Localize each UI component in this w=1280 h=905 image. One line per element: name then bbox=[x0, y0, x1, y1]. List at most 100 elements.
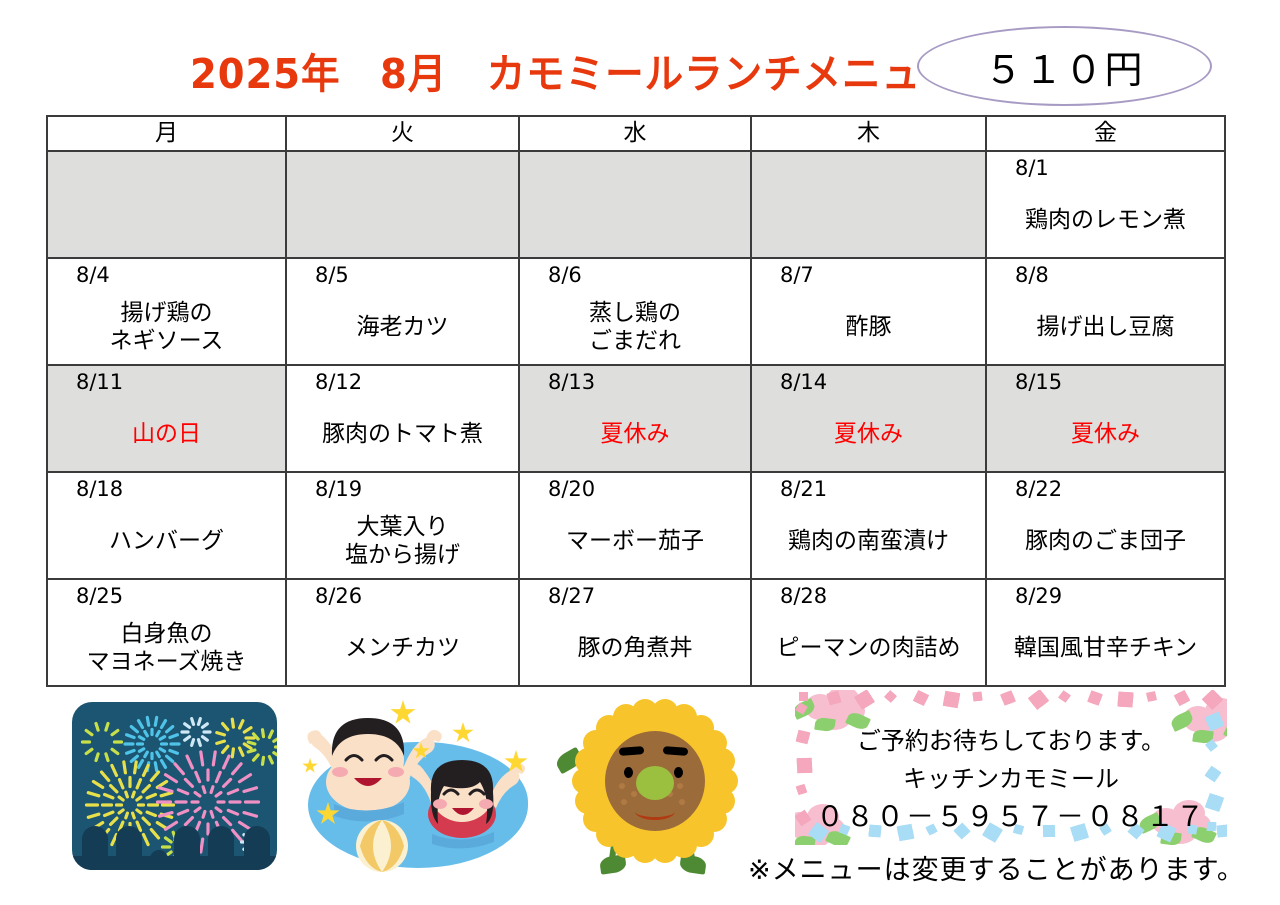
cell-date: 8/26 bbox=[315, 584, 363, 608]
cell-date: 8/20 bbox=[548, 477, 596, 501]
cell-holiday-label: 夏休み bbox=[1071, 421, 1140, 447]
menu-cell-tuesday-week5: 8/26 メンチカツ bbox=[285, 578, 520, 687]
cell-date: 8/19 bbox=[315, 477, 363, 501]
table-row: 8/11 山の日 8/12 豚肉のトマト煮 8/13 夏休み 8/14 夏休み 8/15 夏休み bbox=[46, 364, 1226, 473]
menu-cell-monday-week1 bbox=[46, 150, 287, 259]
cell-date: 8/21 bbox=[780, 477, 828, 501]
reservation-message: ご予約お待ちしております。 bbox=[856, 727, 1166, 755]
small-flower bbox=[972, 691, 983, 702]
menu-cell-wednesday-week1 bbox=[518, 150, 752, 259]
cell-dish-name bbox=[48, 185, 285, 255]
menu-cell-thursday-week2: 8/7 酢豚 bbox=[750, 257, 987, 366]
cell-date: 8/25 bbox=[76, 584, 124, 608]
cell-dish-name: 蒸し鶏の ごまだれ bbox=[589, 300, 681, 354]
menu-cell-wednesday-week5: 8/27 豚の角煮丼 bbox=[518, 578, 752, 687]
menu-cell-thursday-week3: 8/14 夏休み bbox=[750, 364, 987, 473]
cell-date: 8/15 bbox=[1015, 370, 1063, 394]
price-badge: ５１０円 bbox=[917, 26, 1212, 106]
cell-dish-name: 鶏肉のレモン煮 bbox=[1025, 207, 1186, 233]
cell-dish-name: 大葉入り 塩から揚げ bbox=[345, 514, 460, 568]
menu-cell-friday-week4: 8/22 豚肉のごま団子 bbox=[985, 471, 1226, 580]
small-flower bbox=[942, 690, 961, 709]
kids-svg bbox=[307, 718, 525, 872]
cell-date: 8/28 bbox=[780, 584, 828, 608]
small-flower bbox=[1027, 690, 1050, 711]
cell-date: 8/5 bbox=[315, 263, 349, 287]
small-flower bbox=[1087, 690, 1103, 706]
menu-cell-tuesday-week3: 8/12 豚肉のトマト煮 bbox=[285, 364, 520, 473]
column-header-tuesday: 火 bbox=[285, 115, 520, 152]
shop-name: キッチンカモミール bbox=[903, 765, 1119, 793]
cell-dish-name: ハンバーグ bbox=[109, 528, 224, 554]
cell-date: 8/11 bbox=[76, 370, 124, 394]
cell-date: 8/8 bbox=[1015, 263, 1049, 287]
cell-dish-name: 揚げ鶏の ネギソース bbox=[109, 300, 224, 354]
menu-cell-friday-week3: 8/15 夏休み bbox=[985, 364, 1226, 473]
column-header-wednesday: 水 bbox=[518, 115, 752, 152]
cell-dish-name: 海老カツ bbox=[356, 314, 449, 340]
menu-calendar-table: 月 火 水 木 金 8/1 鶏肉のレモン煮 8/4 揚げ鶏の ネギソース 8/5 海老カツ… bbox=[46, 115, 1226, 687]
cell-date: 8/22 bbox=[1015, 477, 1063, 501]
sunflower-character-illustration bbox=[548, 698, 758, 880]
cell-date: 8/7 bbox=[780, 263, 814, 287]
cell-dish-name: メンチカツ bbox=[345, 635, 460, 661]
menu-cell-thursday-week5: 8/28 ピーマンの肉詰め bbox=[750, 578, 987, 687]
contact-box: ご予約お待ちしております。 キッチンカモミール ０８０－５９５７－０８１７ bbox=[795, 690, 1227, 845]
menu-cell-tuesday-week2: 8/5 海老カツ bbox=[285, 257, 520, 366]
menu-cell-friday-week5: 8/29 韓国風甘辛チキン bbox=[985, 578, 1226, 687]
table-row: 8/1 鶏肉のレモン煮 bbox=[46, 150, 1226, 259]
cell-dish-name bbox=[752, 185, 985, 255]
cell-dish-name: 豚肉のトマト煮 bbox=[322, 421, 483, 447]
cell-date: 8/6 bbox=[548, 263, 582, 287]
cell-date: 8/12 bbox=[315, 370, 363, 394]
cell-date: 8/13 bbox=[548, 370, 596, 394]
cell-dish-name: 白身魚の マヨネーズ焼き bbox=[86, 621, 247, 675]
table-row: 8/25 白身魚の マヨネーズ焼き 8/26 メンチカツ 8/27 豚の角煮丼 8/28 ピー… bbox=[46, 578, 1226, 687]
table-row: 8/18 ハンバーグ 8/19 大葉入り 塩から揚げ 8/20 マーボー茄子 8/21 鶏肉の… bbox=[46, 471, 1226, 580]
cell-dish-name: マーボー茄子 bbox=[566, 528, 704, 554]
menu-cell-friday-week1: 8/1 鶏肉のレモン煮 bbox=[985, 150, 1226, 259]
small-flower bbox=[799, 692, 808, 701]
phone-number: ０８０－５９５７－０８１７ bbox=[815, 800, 1206, 833]
page-header: 2025年 8月 カモミールランチメニュー ５１０円 bbox=[0, 0, 1280, 108]
cell-date: 8/14 bbox=[780, 370, 828, 394]
small-flower bbox=[1058, 690, 1071, 703]
small-flower bbox=[1117, 691, 1134, 708]
cell-dish-name: 揚げ出し豆腐 bbox=[1036, 314, 1175, 340]
table-row: 8/4 揚げ鶏の ネギソース 8/5 海老カツ 8/6 蒸し鶏の ごまだれ 8/7 酢豚 8/8… bbox=[46, 257, 1226, 366]
cell-holiday-label: 夏休み bbox=[600, 421, 670, 447]
column-header-friday: 金 bbox=[985, 115, 1226, 152]
cell-date: 8/4 bbox=[76, 263, 110, 287]
small-flower bbox=[884, 690, 897, 703]
cell-dish-name: 豚肉のごま団子 bbox=[1025, 528, 1186, 554]
menu-change-note: ※メニューは変更することがあります。 bbox=[748, 855, 1245, 886]
column-header-monday: 月 bbox=[46, 115, 287, 152]
menu-cell-wednesday-week4: 8/20 マーボー茄子 bbox=[518, 471, 752, 580]
hydrangea-flower bbox=[1137, 798, 1217, 845]
cell-dish-name: ピーマンの肉詰め bbox=[776, 635, 961, 661]
column-header-thursday: 木 bbox=[750, 115, 987, 152]
small-flower bbox=[1000, 690, 1016, 706]
swimming-kids-illustration bbox=[300, 698, 538, 873]
small-flower bbox=[912, 690, 930, 707]
cell-date: 8/18 bbox=[76, 477, 124, 501]
menu-cell-monday-week5: 8/25 白身魚の マヨネーズ焼き bbox=[46, 578, 287, 687]
cell-dish-name: 酢豚 bbox=[845, 314, 892, 340]
menu-cell-monday-week4: 8/18 ハンバーグ bbox=[46, 471, 287, 580]
cell-dish-name: 韓国風甘辛チキン bbox=[1013, 635, 1198, 661]
menu-cell-friday-week2: 8/8 揚げ出し豆腐 bbox=[985, 257, 1226, 366]
small-flower bbox=[1146, 691, 1157, 702]
menu-cell-thursday-week1 bbox=[750, 150, 987, 259]
cell-holiday-label: 夏休み bbox=[834, 421, 903, 447]
cell-date: 8/1 bbox=[1015, 156, 1049, 180]
cell-date: 8/29 bbox=[1015, 584, 1063, 608]
menu-cell-wednesday-week3: 8/13 夏休み bbox=[518, 364, 752, 473]
menu-cell-tuesday-week1 bbox=[285, 150, 520, 259]
crowd-silhouette bbox=[72, 826, 277, 870]
page-title: 2025年 8月 カモミールランチメニュー bbox=[190, 50, 961, 98]
cell-dish-name bbox=[287, 185, 518, 255]
price-value: ５１０円 bbox=[984, 47, 1145, 92]
contact-text-block: ご予約お待ちしております。 キッチンカモミール ０８０－５９５７－０８１７ bbox=[795, 722, 1227, 836]
cell-date: 8/27 bbox=[548, 584, 596, 608]
table-header-row: 月 火 水 木 金 bbox=[46, 115, 1226, 152]
